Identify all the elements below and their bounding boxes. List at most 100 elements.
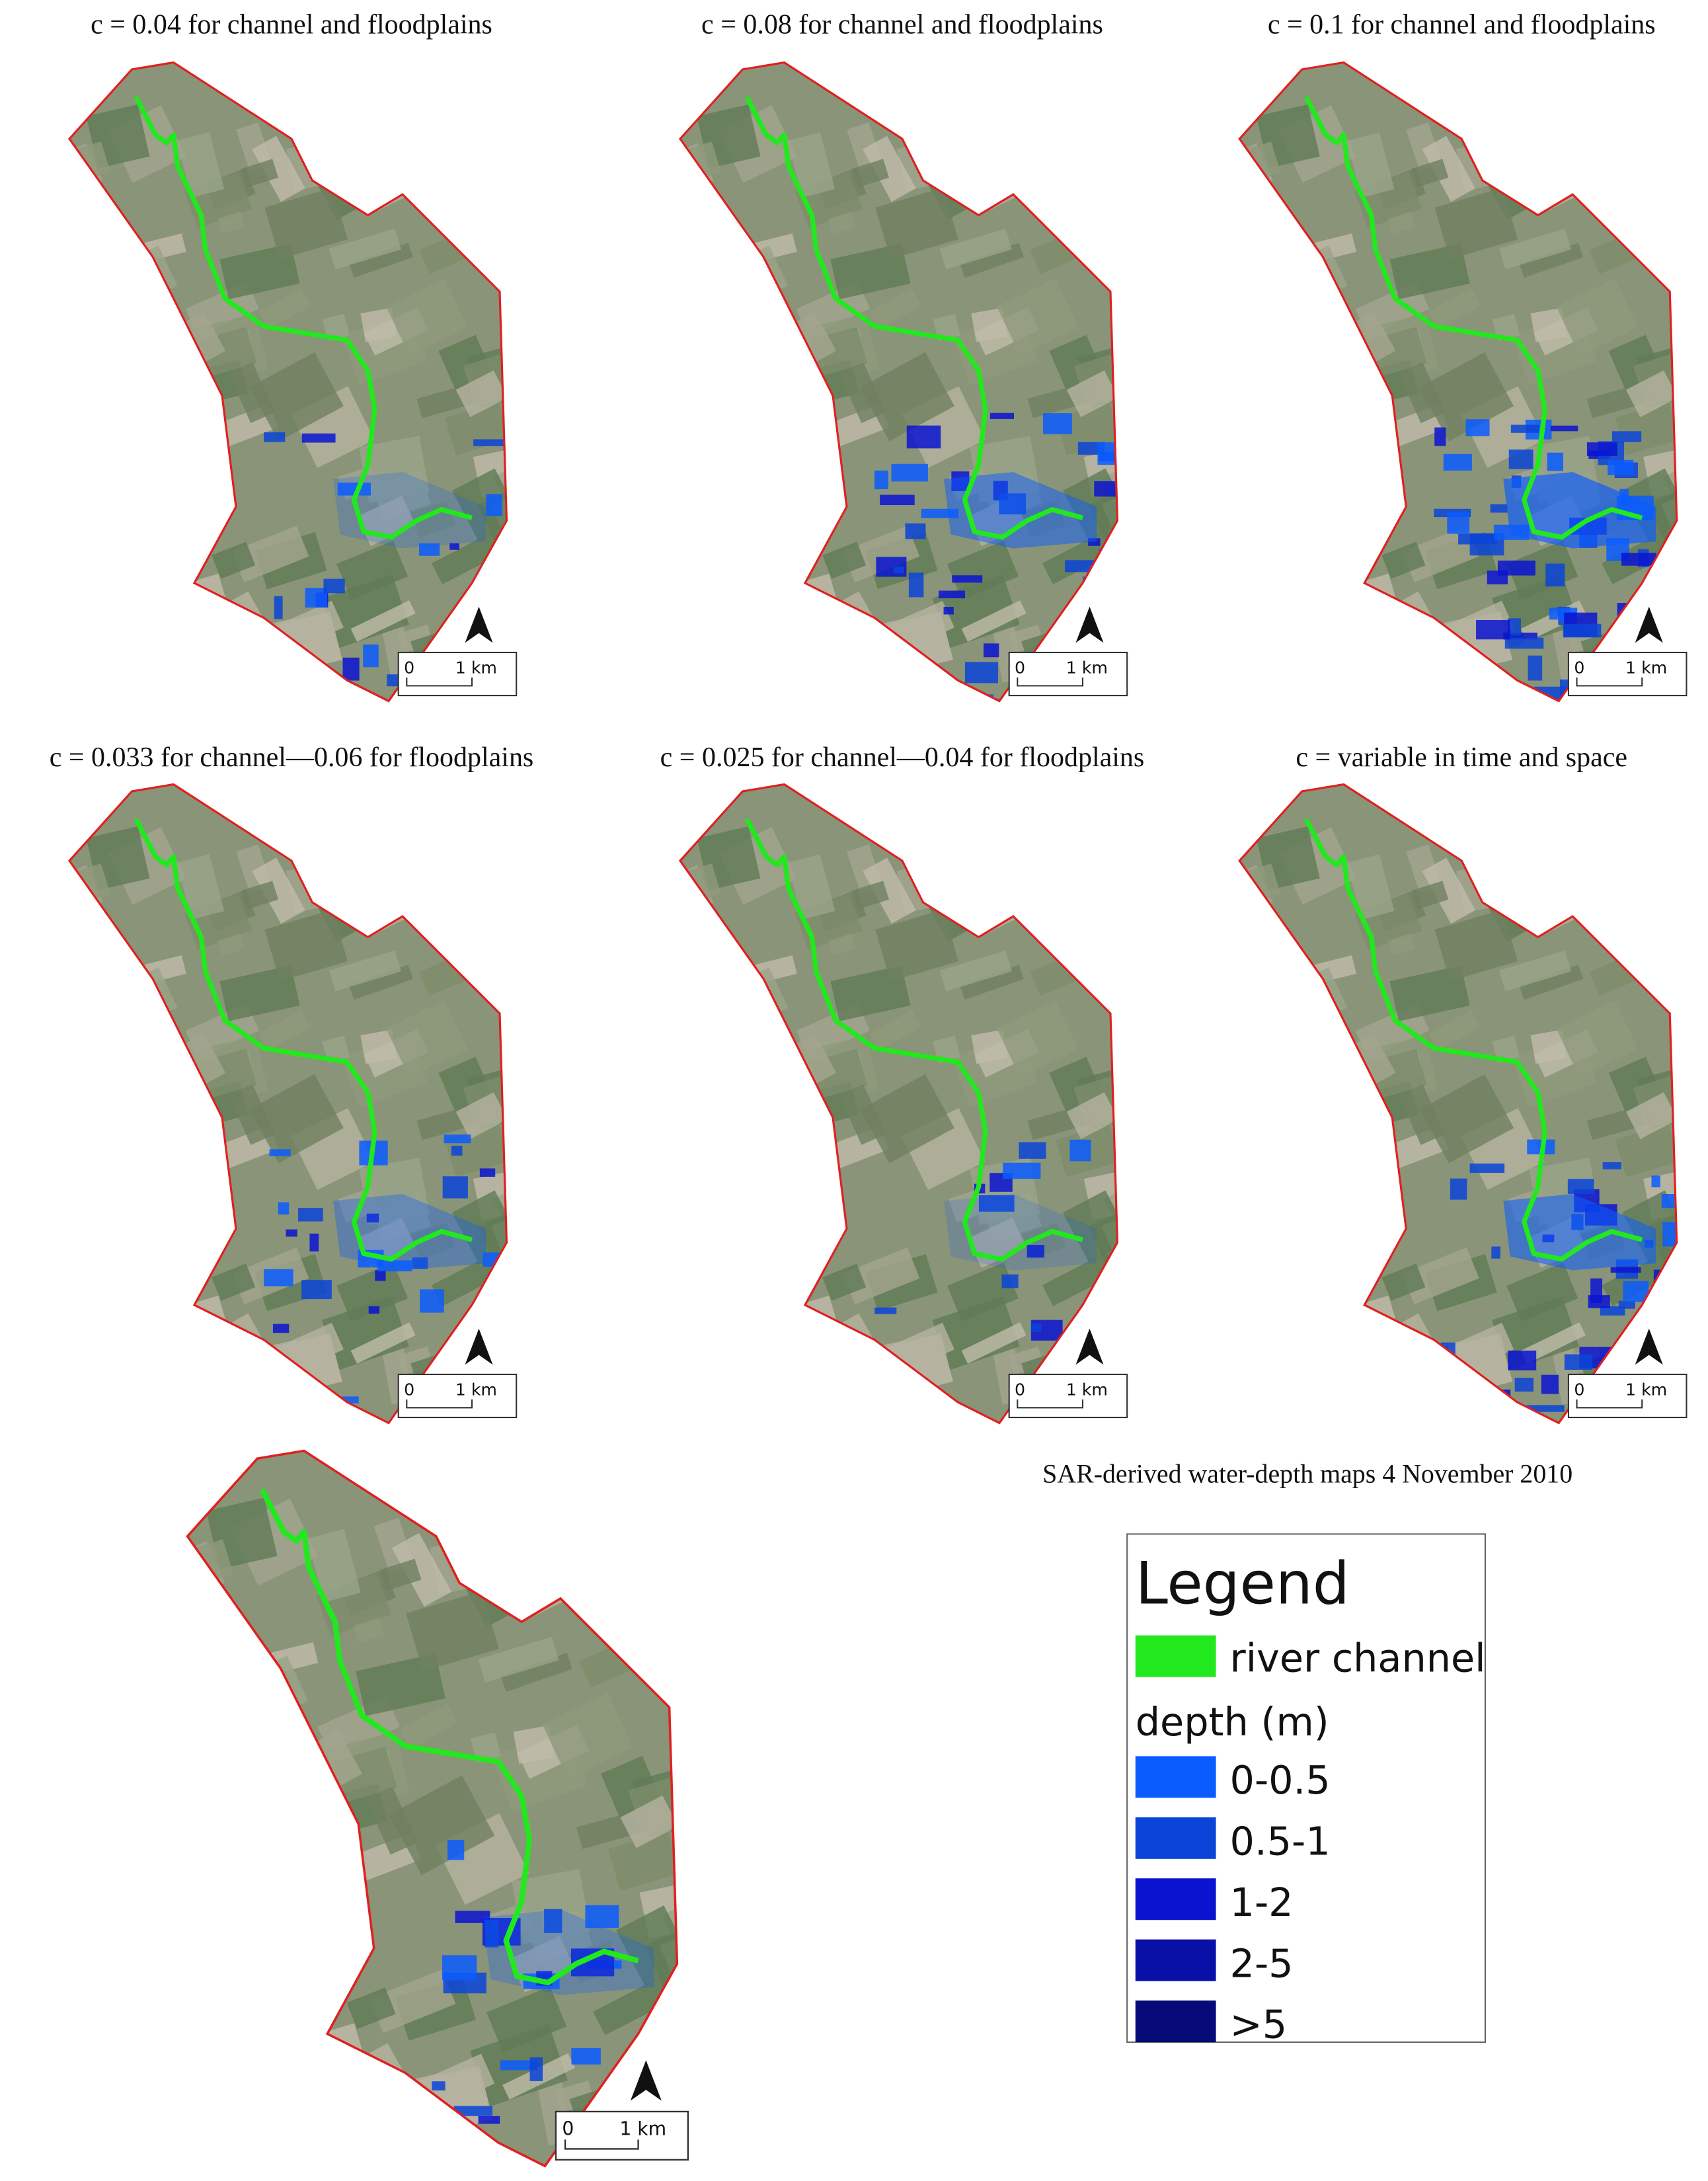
- scale-box: [397, 651, 518, 697]
- flood-patch: [323, 578, 345, 594]
- field: [499, 1105, 507, 1138]
- field: [1693, 508, 1708, 590]
- field: [1398, 1084, 1445, 1145]
- field: [167, 1406, 210, 1423]
- flood-patch: [1508, 1350, 1537, 1370]
- field: [455, 370, 507, 418]
- field: [231, 525, 309, 582]
- field: [947, 1262, 1019, 1322]
- field: [478, 1636, 559, 1683]
- field: [1527, 784, 1594, 817]
- field: [695, 1950, 794, 2042]
- field: [929, 855, 970, 911]
- field: [170, 628, 240, 672]
- map-panel: 0 1 km: [67, 783, 600, 1425]
- field: [391, 1532, 452, 1607]
- scale-line: [1576, 1399, 1643, 1409]
- scale-bar: 0 1 km: [397, 1373, 518, 1419]
- field: [228, 1339, 307, 1401]
- river: [134, 96, 473, 540]
- flood-patch: [342, 657, 360, 681]
- field: [1066, 1092, 1118, 1139]
- field: [249, 1074, 344, 1164]
- field: [929, 134, 970, 189]
- field: [1062, 1190, 1118, 1263]
- map: [679, 62, 1118, 701]
- field: [932, 1296, 1020, 1370]
- flood-patch: [1618, 1300, 1635, 1309]
- field: [466, 1530, 512, 1593]
- panel-title: c = 0.033 for channel—0.06 for floodplai…: [50, 742, 534, 773]
- field: [486, 1986, 566, 2053]
- flood-patch: [405, 2122, 447, 2150]
- field: [1419, 1074, 1514, 1164]
- field: [258, 288, 311, 329]
- flood-patch: [1564, 1354, 1592, 1370]
- field: [1432, 1398, 1481, 1423]
- field: [679, 1035, 723, 1093]
- flood-patch: [1447, 512, 1470, 534]
- scale-line: [564, 2139, 639, 2150]
- flood-patch: [1441, 680, 1466, 687]
- field: [1066, 370, 1118, 418]
- north-arrow: [1635, 606, 1663, 643]
- flood-patch: [1588, 1295, 1610, 1308]
- panel-title: c = variable in time and space: [1296, 742, 1627, 773]
- field: [679, 288, 755, 370]
- caption: SAR-derived water-depth maps 4 November …: [1042, 1459, 1572, 1489]
- scale-bar: 0 1 km: [397, 651, 518, 697]
- field: [508, 1226, 600, 1310]
- scale-bar: 0 1 km: [1008, 651, 1128, 697]
- scale-box: [555, 2110, 689, 2161]
- river: [744, 96, 1083, 540]
- flood-patch: [420, 1289, 444, 1313]
- field: [615, 1905, 678, 1987]
- scale-box: [397, 1373, 518, 1419]
- field: [399, 1704, 458, 1749]
- field: [781, 628, 851, 672]
- flood-patch: [1089, 639, 1101, 650]
- flood-patch: [301, 433, 336, 443]
- flood-patch: [970, 698, 1001, 701]
- field: [1434, 187, 1518, 260]
- field: [1239, 1035, 1283, 1093]
- boundary: [1238, 783, 1678, 1425]
- field: [1390, 662, 1444, 696]
- field: [356, 2122, 416, 2161]
- flood-patch: [366, 1213, 379, 1223]
- flood-patch: [1662, 1222, 1677, 1247]
- field: [346, 1987, 396, 2030]
- scale-label: 0: [404, 1380, 414, 1399]
- flood-patch: [1586, 442, 1617, 456]
- flood-patch: [1476, 619, 1510, 640]
- field: [787, 1033, 837, 1088]
- field: [217, 212, 245, 235]
- flood-zone: [943, 471, 1097, 549]
- legend-swatch: [1135, 1756, 1216, 1798]
- field: [69, 313, 112, 371]
- flood-patch: [368, 1306, 380, 1314]
- field: [1239, 313, 1283, 371]
- field: [69, 288, 144, 370]
- scale-line: [1017, 677, 1084, 687]
- field: [1556, 278, 1639, 356]
- flood-patch: [571, 2047, 601, 2065]
- field: [1381, 541, 1426, 579]
- field: [252, 857, 305, 924]
- field: [939, 228, 1012, 270]
- field: [322, 1035, 350, 1063]
- field: [306, 1729, 363, 1792]
- scale-label: 0: [404, 658, 414, 677]
- flood-patch: [1440, 1373, 1478, 1396]
- flood-patch: [1504, 637, 1544, 649]
- field: [1387, 933, 1416, 957]
- field: [1473, 77, 1555, 140]
- field: [1381, 1263, 1426, 1301]
- field: [914, 77, 995, 140]
- field: [961, 1322, 1027, 1364]
- flood-patch: [529, 2057, 543, 2081]
- flood-patch: [1668, 1281, 1677, 1302]
- flood-patch: [1443, 454, 1472, 471]
- field: [1346, 853, 1395, 920]
- flood-patch: [1030, 1323, 1042, 1333]
